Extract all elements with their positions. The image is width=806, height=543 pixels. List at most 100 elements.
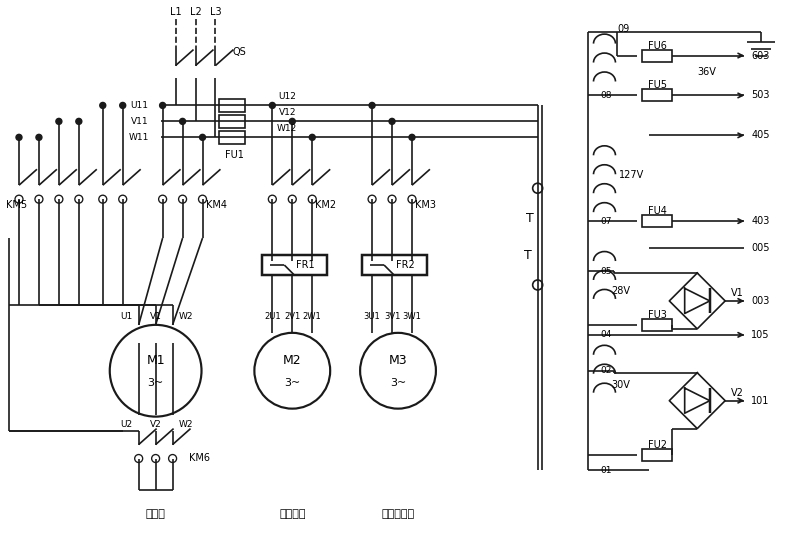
Text: KM6: KM6 bbox=[189, 452, 210, 463]
Circle shape bbox=[308, 195, 316, 203]
Text: 503: 503 bbox=[751, 91, 770, 100]
Circle shape bbox=[168, 454, 177, 463]
Circle shape bbox=[76, 118, 82, 124]
Text: 3W1: 3W1 bbox=[402, 312, 422, 321]
Circle shape bbox=[100, 103, 106, 109]
Circle shape bbox=[388, 195, 396, 203]
Bar bbox=[642, 90, 672, 102]
Text: V11: V11 bbox=[131, 117, 148, 126]
Bar bbox=[642, 449, 672, 460]
Text: L2: L2 bbox=[189, 7, 202, 17]
Text: 101: 101 bbox=[751, 396, 770, 406]
Text: T: T bbox=[524, 249, 532, 262]
Text: M3: M3 bbox=[388, 354, 407, 367]
Text: 07: 07 bbox=[600, 217, 612, 226]
Text: 127V: 127V bbox=[620, 171, 645, 180]
Text: 油泵电机: 油泵电机 bbox=[279, 509, 305, 519]
Bar bbox=[219, 99, 245, 112]
Circle shape bbox=[179, 195, 186, 203]
Circle shape bbox=[533, 183, 542, 193]
Circle shape bbox=[200, 134, 206, 140]
Circle shape bbox=[533, 280, 542, 290]
Circle shape bbox=[75, 195, 83, 203]
Text: FU3: FU3 bbox=[648, 310, 667, 320]
Circle shape bbox=[16, 134, 22, 140]
Circle shape bbox=[198, 195, 206, 203]
Text: V2: V2 bbox=[150, 420, 161, 429]
Circle shape bbox=[180, 118, 185, 124]
Text: 3V1: 3V1 bbox=[384, 312, 401, 321]
Text: 2U1: 2U1 bbox=[264, 312, 280, 321]
Text: M1: M1 bbox=[147, 354, 165, 367]
Circle shape bbox=[310, 134, 315, 140]
Circle shape bbox=[36, 134, 42, 140]
Text: W12: W12 bbox=[277, 124, 297, 133]
Circle shape bbox=[368, 195, 376, 203]
Circle shape bbox=[268, 195, 276, 203]
Bar bbox=[219, 131, 245, 144]
Text: 3~: 3~ bbox=[147, 378, 164, 388]
Text: V1: V1 bbox=[731, 288, 744, 298]
Circle shape bbox=[35, 195, 43, 203]
Text: 04: 04 bbox=[600, 330, 612, 339]
Text: 28V: 28V bbox=[612, 286, 630, 296]
Text: 冷却泵电机: 冷却泵电机 bbox=[381, 509, 414, 519]
Text: 30V: 30V bbox=[612, 380, 630, 390]
Circle shape bbox=[55, 195, 63, 203]
Text: 3U1: 3U1 bbox=[364, 312, 380, 321]
Circle shape bbox=[160, 103, 165, 109]
Circle shape bbox=[135, 454, 143, 463]
Text: 主电机: 主电机 bbox=[146, 509, 165, 519]
Text: V12: V12 bbox=[279, 108, 296, 117]
Text: 36V: 36V bbox=[698, 66, 717, 77]
Text: 005: 005 bbox=[751, 243, 770, 253]
Text: L1: L1 bbox=[170, 7, 181, 17]
Text: FU4: FU4 bbox=[648, 206, 667, 216]
Circle shape bbox=[110, 325, 202, 416]
Text: 02: 02 bbox=[600, 366, 612, 375]
Text: QS: QS bbox=[232, 47, 246, 56]
Bar bbox=[219, 115, 245, 128]
Text: FU5: FU5 bbox=[648, 80, 667, 91]
Circle shape bbox=[389, 118, 395, 124]
Text: 403: 403 bbox=[751, 216, 770, 226]
Text: 08: 08 bbox=[600, 91, 612, 100]
Bar bbox=[362, 255, 427, 275]
Circle shape bbox=[56, 118, 62, 124]
Circle shape bbox=[360, 333, 436, 409]
Bar bbox=[642, 215, 672, 227]
Circle shape bbox=[408, 195, 416, 203]
Text: KM2: KM2 bbox=[315, 200, 336, 210]
Text: W2: W2 bbox=[179, 312, 193, 321]
Circle shape bbox=[99, 195, 106, 203]
Text: T: T bbox=[526, 212, 534, 225]
Circle shape bbox=[289, 118, 295, 124]
Bar bbox=[642, 319, 672, 331]
Circle shape bbox=[369, 103, 375, 109]
Text: FU6: FU6 bbox=[648, 41, 667, 50]
Text: M2: M2 bbox=[283, 354, 301, 367]
Text: FU1: FU1 bbox=[225, 150, 244, 160]
Text: 603: 603 bbox=[751, 50, 770, 61]
Text: KM5: KM5 bbox=[6, 200, 27, 210]
Circle shape bbox=[152, 454, 160, 463]
Text: FU2: FU2 bbox=[648, 439, 667, 450]
Circle shape bbox=[409, 134, 415, 140]
Text: U1: U1 bbox=[120, 312, 133, 321]
Text: FR1: FR1 bbox=[296, 260, 314, 270]
Circle shape bbox=[118, 195, 127, 203]
Text: 105: 105 bbox=[751, 330, 770, 340]
Text: 3~: 3~ bbox=[285, 378, 301, 388]
Text: L3: L3 bbox=[210, 7, 222, 17]
Circle shape bbox=[15, 195, 23, 203]
Text: W11: W11 bbox=[128, 133, 148, 142]
Text: W2: W2 bbox=[179, 420, 193, 429]
Circle shape bbox=[159, 195, 167, 203]
Text: U11: U11 bbox=[131, 101, 148, 110]
Circle shape bbox=[120, 103, 126, 109]
Text: U12: U12 bbox=[278, 92, 297, 101]
Text: KM4: KM4 bbox=[206, 200, 226, 210]
Text: 2W1: 2W1 bbox=[303, 312, 322, 321]
Circle shape bbox=[255, 333, 330, 409]
Circle shape bbox=[289, 195, 297, 203]
